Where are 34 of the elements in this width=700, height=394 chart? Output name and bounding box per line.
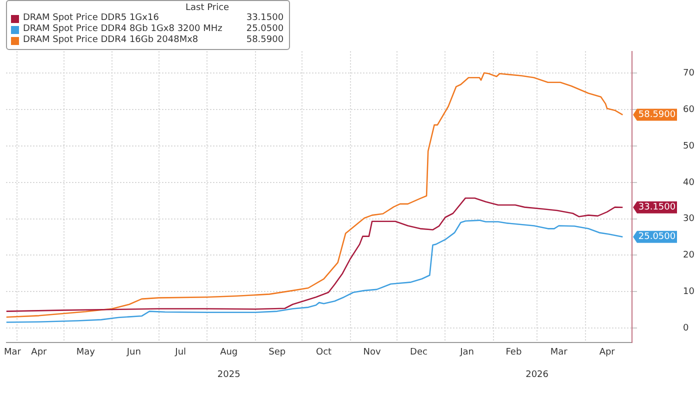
y-tick-label: 70 (683, 68, 695, 79)
x-tick-label: Dec (410, 347, 428, 358)
text: 25.0500 (246, 24, 284, 34)
legend-label: DRAM Spot Price DDR5 1Gx16 (23, 13, 160, 24)
x-tick-label: Apr (599, 347, 616, 358)
y-tick-label: 0 (683, 323, 689, 334)
y-tick-label: 50 (683, 141, 695, 152)
x-tick-label: May (76, 347, 96, 358)
y-tick-label: 40 (683, 178, 695, 188)
x-tick-label: Feb (506, 347, 522, 358)
legend-label: DRAM Spot Price DDR4 16Gb 2048Mx8 (23, 35, 200, 46)
data-label: 25.0500 (638, 232, 676, 242)
x-tick-label: Oct (316, 347, 332, 358)
x2-tick-label: 2025 (217, 370, 240, 380)
x-tick-label: Mar (4, 347, 22, 358)
text: 33.1500 (246, 13, 284, 23)
y-tick-label: 30 (683, 214, 695, 224)
y-tick-label: 20 (683, 250, 695, 261)
x-tick-label: Jul (174, 347, 186, 358)
legend-label: DRAM Spot Price DDR4 8Gb 1Gx8 3200 MHz (23, 24, 222, 35)
data-label: 58.5900 (638, 110, 676, 120)
x2-tick-label: 2026 (526, 370, 549, 380)
x-tick-label: Jun (126, 347, 141, 358)
x-tick-label: Sep (268, 347, 286, 358)
data-label: 33.1500 (638, 202, 676, 213)
y-tick-label: 60 (683, 104, 695, 115)
x-tick-label: Nov (363, 347, 382, 358)
x-tick-label: Aug (220, 347, 238, 358)
x-tick-label: Jan (459, 347, 474, 358)
x-tick-label: Mar (550, 347, 568, 358)
x-tick-label: Apr (31, 347, 48, 358)
y-tick-label: 10 (683, 286, 695, 297)
legend-title: Last Price (184, 3, 230, 13)
text: 58.5900 (246, 35, 284, 45)
